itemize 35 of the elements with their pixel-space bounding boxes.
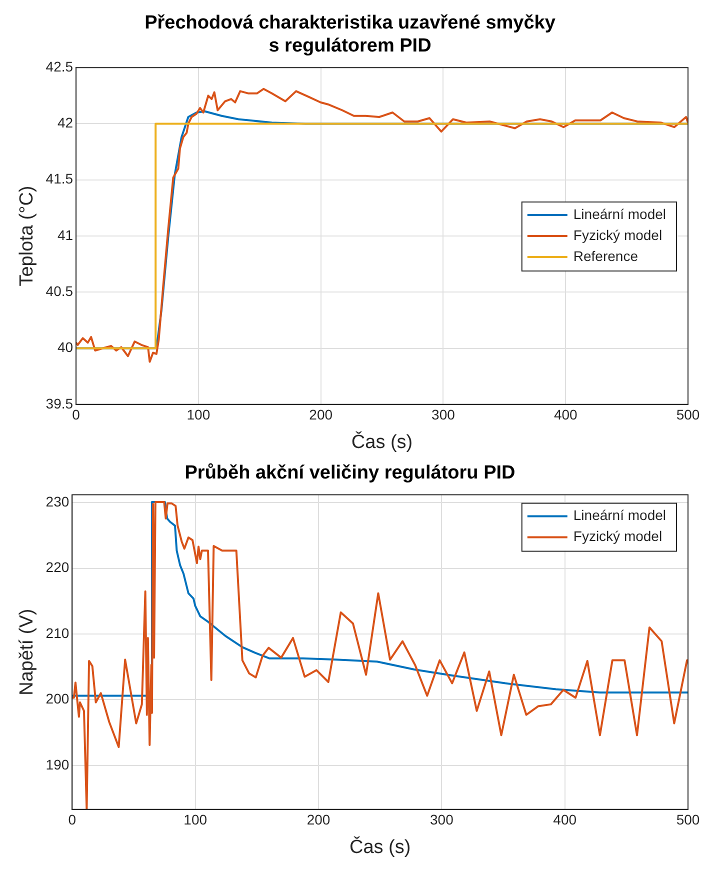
- y-tick-label: 41.5: [46, 170, 74, 187]
- x-tick-label: 0: [72, 406, 80, 423]
- x-axis-title: Čas (s): [351, 430, 413, 453]
- x-tick-label: 200: [306, 812, 330, 828]
- x-tick-label: 0: [68, 812, 76, 828]
- x-tick-label: 500: [676, 406, 700, 423]
- y-axis-title: Teplota (°C): [16, 186, 38, 286]
- y-tick-label: 190: [46, 756, 70, 772]
- legend-label: Reference: [573, 248, 638, 264]
- y-tick-label: 42: [57, 114, 74, 131]
- chart-title: Průběh akční veličiny regulátoru PID: [184, 462, 516, 484]
- y-tick-label: 220: [46, 559, 70, 576]
- legend-label: Fyzický model: [573, 528, 662, 544]
- x-axis-title: Čas (s): [349, 836, 411, 858]
- y-tick-label: 39.5: [46, 395, 74, 412]
- y-tick-label: 200: [46, 690, 70, 707]
- y-tick-label: 40.5: [46, 282, 74, 299]
- x-tick-label: 100: [184, 812, 208, 828]
- y-tick-label: 42.5: [46, 58, 74, 74]
- chart-title: Přechodová charakteristika uzavřené smyčky s regulátorem PID: [144, 12, 556, 56]
- x-tick-label: 100: [186, 406, 210, 423]
- x-tick-label: 300: [430, 812, 454, 828]
- y-tick-label: 230: [46, 494, 70, 510]
- x-tick-label: 300: [432, 406, 456, 423]
- legend-label: Lineární model: [573, 206, 666, 222]
- y-tick-label: 41: [57, 226, 74, 243]
- legend-label: Lineární model: [573, 507, 666, 524]
- y-tick-label: 40: [57, 339, 74, 356]
- x-tick-label: 400: [554, 406, 578, 423]
- y-axis-title: Napětí (V): [16, 608, 38, 696]
- x-tick-label: 200: [309, 406, 333, 423]
- x-tick-label: 500: [676, 812, 700, 828]
- legend-label: Fyzický model: [573, 226, 662, 243]
- x-tick-label: 400: [553, 812, 577, 828]
- y-tick-label: 210: [46, 624, 70, 641]
